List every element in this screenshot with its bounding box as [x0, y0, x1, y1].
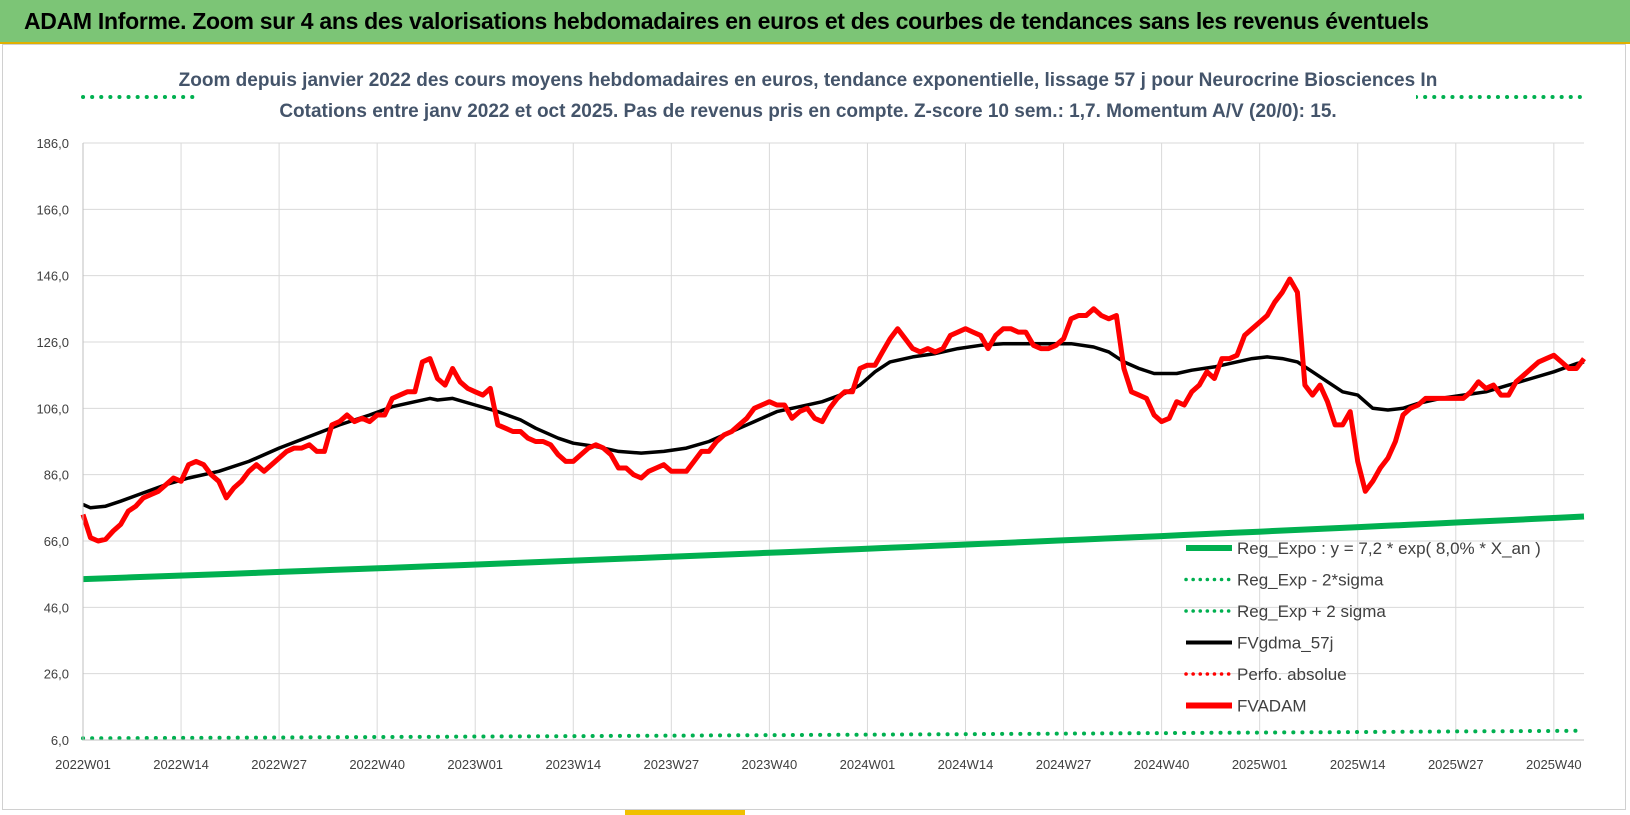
legend-label: Reg_Expo : y = 7,2 * exp( 8,0% * X_an ) [1237, 539, 1541, 558]
x-tick-label: 2023W01 [447, 757, 503, 772]
y-tick-label: 146,0 [36, 269, 69, 284]
series-layer [80, 95, 1586, 741]
y-tick-label: 126,0 [36, 335, 69, 350]
x-tick-label: 2024W40 [1134, 757, 1190, 772]
chart-title-line-2: Cotations entre janv 2022 et oct 2025. P… [279, 101, 1336, 122]
chart-frame [2, 44, 1626, 810]
y-tick-label: 106,0 [36, 401, 69, 416]
grid [82, 142, 1584, 741]
series-reg-exp-2-sigma [81, 728, 1586, 741]
x-tick-label: 2022W40 [349, 757, 405, 772]
series-fvadam [80, 276, 1586, 544]
series-reg-expo [82, 513, 1585, 583]
legend-label: Reg_Exp - 2*sigma [1237, 571, 1384, 590]
bottom-accent [625, 810, 745, 815]
legend-label: Reg_Exp + 2 sigma [1237, 602, 1386, 621]
series-fvgdma-57j [82, 341, 1585, 510]
title-backdrop [200, 62, 1416, 124]
x-tick-label: 2025W01 [1232, 757, 1288, 772]
x-tick-label: 2025W40 [1526, 757, 1582, 772]
chart-title-line-1: Zoom depuis janvier 2022 des cours moyen… [179, 70, 1438, 91]
y-tick-label: 26,0 [44, 667, 69, 682]
x-tick-label: 2025W27 [1428, 757, 1484, 772]
x-tick-label: 2024W14 [938, 757, 994, 772]
page-banner: ADAM Informe. Zoom sur 4 ans des valoris… [0, 0, 1630, 44]
y-tick-label: 6,0 [51, 733, 69, 748]
y-tick-label: 166,0 [36, 202, 69, 217]
x-tick-label: 2022W14 [153, 757, 209, 772]
legend-label: FVADAM [1237, 697, 1307, 716]
legend: Reg_Expo : y = 7,2 * exp( 8,0% * X_an ) R… [1184, 539, 1541, 716]
x-tick-label: 2023W14 [545, 757, 601, 772]
x-tick-label: 2022W01 [55, 757, 111, 772]
banner-title: ADAM Informe. Zoom sur 4 ans des valoris… [24, 8, 1429, 34]
x-tick-label: 2024W27 [1036, 757, 1092, 772]
y-tick-label: 186,0 [36, 136, 69, 151]
y-tick-label: 66,0 [44, 534, 69, 549]
x-tick-label: 2023W27 [644, 757, 700, 772]
legend-label: FVgdma_57j [1237, 634, 1333, 653]
axes: 6,0 26,0 46,0 66,0 86,0 106,0 126,0 146,0 166,0 1… [36, 136, 1584, 772]
x-tick-label: 2023W40 [742, 757, 798, 772]
x-tick-label: 2024W01 [840, 757, 896, 772]
y-tick-label: 86,0 [44, 468, 69, 483]
x-tick-label: 2025W14 [1330, 757, 1386, 772]
legend-label: Perfo. absolue [1237, 665, 1347, 684]
x-tick-label: 2022W27 [251, 757, 307, 772]
y-tick-label: 46,0 [44, 600, 69, 615]
